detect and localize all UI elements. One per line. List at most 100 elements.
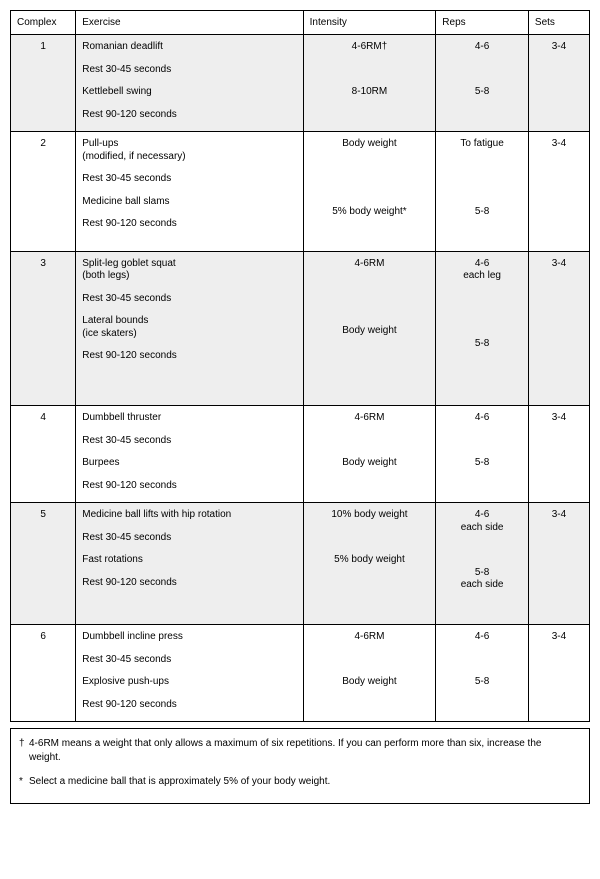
footnote: †4-6RM means a weight that only allows a… [19, 737, 581, 765]
reps-line [442, 654, 522, 667]
reps-line: To fatigue [442, 138, 522, 151]
reps-line: 5-8 [442, 676, 522, 689]
cell-reps: 4-6each leg 5-8 [436, 251, 529, 406]
cell-intensity: 4-6RM Body weight [303, 625, 436, 722]
cell-complex: 3 [11, 251, 76, 406]
intensity-line [310, 64, 430, 77]
table-row: 4Dumbbell thrusterRest 30-45 secondsBurp… [11, 406, 590, 503]
cell-intensity: 4-6RM Body weight [303, 251, 436, 406]
intensity-line [310, 348, 430, 361]
intensity-line: 4-6RM [310, 412, 430, 425]
reps-line [442, 383, 522, 396]
exercise-line: Rest 90-120 seconds [82, 699, 296, 712]
table-row: 1Romanian deadliftRest 30-45 secondsKett… [11, 35, 590, 132]
exercise-line: Rest 90-120 seconds [82, 350, 296, 363]
exercise-line: Rest 30-45 seconds [82, 435, 296, 448]
workout-table: Complex Exercise Intensity Reps Sets 1Ro… [10, 10, 590, 722]
col-header-complex: Complex [11, 11, 76, 35]
reps-line: 4-6 [442, 631, 522, 644]
reps-line: 5-8 [442, 86, 522, 99]
reps-line: 5-8 [442, 457, 522, 470]
exercise-line: Romanian deadlift [82, 41, 296, 54]
footnote-symbol: † [19, 737, 29, 751]
cell-complex: 2 [11, 132, 76, 252]
exercise-line: Split-leg goblet squat [82, 258, 296, 271]
exercise-line: Medicine ball lifts with hip rotation [82, 509, 296, 522]
intensity-line: 5% body weight* [310, 206, 430, 219]
reps-line [442, 293, 522, 306]
reps-line: 5-8each side [442, 567, 522, 592]
cell-complex: 6 [11, 625, 76, 722]
reps-line [442, 228, 522, 241]
intensity-line [310, 161, 430, 174]
col-header-intensity: Intensity [303, 11, 436, 35]
reps-line [442, 435, 522, 448]
cell-intensity: 4-6RM Body weight [303, 406, 436, 503]
reps-line [442, 544, 522, 557]
cell-sets: 3-4 [528, 503, 589, 625]
footnote-text: 4-6RM means a weight that only allows a … [29, 737, 569, 765]
cell-sets: 3-4 [528, 132, 589, 252]
exercise-line: Rest 90-120 seconds [82, 109, 296, 122]
cell-intensity: 4-6RM† 8-10RM [303, 35, 436, 132]
exercise-line: (modified, if necessary) [82, 151, 296, 164]
reps-line: 4-6each side [442, 509, 522, 534]
col-header-exercise: Exercise [76, 11, 303, 35]
cell-sets: 3-4 [528, 406, 589, 503]
reps-line [442, 161, 522, 174]
cell-exercise: Dumbbell incline pressRest 30-45 seconds… [76, 625, 303, 722]
exercise-line: Rest 30-45 seconds [82, 293, 296, 306]
exercise-line: Rest 90-120 seconds [82, 218, 296, 231]
cell-sets: 3-4 [528, 625, 589, 722]
intensity-line: 10% body weight [310, 509, 430, 522]
reps-line: 5-8 [442, 338, 522, 351]
intensity-line [310, 303, 430, 316]
reps-line [442, 699, 522, 712]
cell-complex: 5 [11, 503, 76, 625]
intensity-line [310, 370, 430, 383]
exercise-line: Pull-ups [82, 138, 296, 151]
reps-line [442, 183, 522, 196]
cell-exercise: Pull-ups(modified, if necessary) Rest 30-… [76, 132, 303, 252]
exercise-line: (both legs) [82, 270, 296, 283]
cell-reps: 4-6 5-8 [436, 35, 529, 132]
cell-complex: 1 [11, 35, 76, 132]
intensity-line: Body weight [310, 325, 430, 338]
cell-reps: To fatigue 5-8 [436, 132, 529, 252]
intensity-line [310, 699, 430, 712]
exercise-line: Medicine ball slams [82, 196, 296, 209]
reps-line: 4-6 [442, 41, 522, 54]
cell-intensity: 10% body weight 5% body weight [303, 503, 436, 625]
reps-line: 5-8 [442, 206, 522, 219]
intensity-line [310, 532, 430, 545]
intensity-line [310, 435, 430, 448]
intensity-line: 4-6RM [310, 258, 430, 271]
footnote-symbol: * [19, 775, 29, 789]
reps-line [442, 64, 522, 77]
intensity-line: Body weight [310, 457, 430, 470]
col-header-sets: Sets [528, 11, 589, 35]
intensity-line [310, 480, 430, 493]
exercise-line: Dumbbell thruster [82, 412, 296, 425]
intensity-line [310, 109, 430, 122]
intensity-line [310, 577, 430, 590]
cell-exercise: Dumbbell thruster Rest 30-45 seconds Burpe… [76, 406, 303, 503]
exercise-line: Fast rotations [82, 554, 296, 567]
cell-exercise: Romanian deadliftRest 30-45 secondsKettl… [76, 35, 303, 132]
exercise-line: Rest 30-45 seconds [82, 173, 296, 186]
cell-reps: 4-6 5-8 [436, 625, 529, 722]
exercise-line: Kettlebell swing [82, 86, 296, 99]
exercise-line: Burpees [82, 457, 296, 470]
table-row: 5 Medicine ball lifts with hip rotation Re… [11, 503, 590, 625]
cell-intensity: Body weight 5% body weight* [303, 132, 436, 252]
table-row: 2 Pull-ups(modified, if necessary) Rest 30… [11, 132, 590, 252]
cell-reps: 4-6each side 5-8each side [436, 503, 529, 625]
exercise-line: Rest 90-120 seconds [82, 577, 296, 590]
reps-line [442, 480, 522, 493]
cell-exercise: Split-leg goblet squat(both legs) Rest 30… [76, 251, 303, 406]
intensity-line [310, 280, 430, 293]
exercise-line: (ice skaters) [82, 328, 296, 341]
intensity-line: 4-6RM [310, 631, 430, 644]
intensity-line: 5% body weight [310, 554, 430, 567]
intensity-line: 4-6RM† [310, 41, 430, 54]
